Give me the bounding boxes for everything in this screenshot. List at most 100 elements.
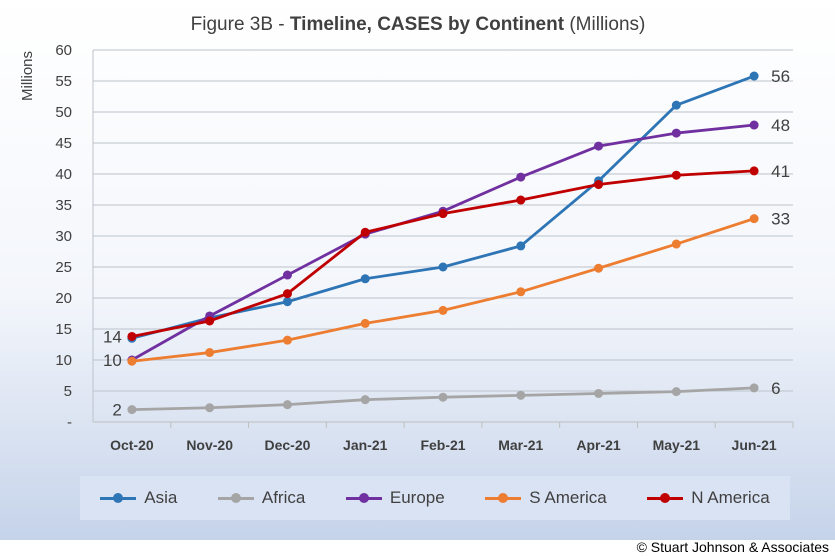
legend-marker [485, 493, 522, 503]
data-point-europe [516, 172, 526, 182]
legend-item-africa: Africa [217, 488, 306, 508]
data-point-n-america [671, 170, 681, 180]
y-tick-label: 55 [55, 73, 72, 90]
chart-title-prefix: Figure 3B - [191, 14, 290, 35]
data-point-n-america [127, 331, 137, 341]
gridlines [92, 49, 793, 423]
chart-area: Figure 3B - Timeline, CASES by Continent… [0, 0, 835, 540]
legend-label: Africa [261, 488, 306, 507]
series-line-s-america [131, 217, 755, 363]
data-point-n-america [205, 316, 215, 326]
data-point-asia [282, 297, 292, 307]
data-point-asia [516, 241, 526, 251]
legend-marker [100, 493, 137, 503]
data-point-n-america [749, 166, 759, 176]
data-point-asia [360, 274, 370, 284]
x-tick-label: Nov-20 [186, 437, 233, 453]
data-point-s-america [282, 335, 292, 345]
data-label: 6 [771, 379, 780, 398]
series-n-america [127, 166, 759, 341]
data-point-africa [282, 400, 292, 410]
data-point-s-america [749, 214, 759, 224]
data-point-s-america [594, 263, 604, 273]
x-tick-label: Feb-21 [420, 437, 465, 453]
y-tick-label: 20 [55, 290, 72, 307]
chart-title-suffix: (Millions) [564, 14, 645, 35]
data-point-n-america [360, 227, 370, 237]
data-label: 2 [112, 401, 121, 420]
data-point-s-america [671, 239, 681, 249]
series-europe [127, 120, 759, 365]
data-point-africa [438, 392, 448, 402]
x-tick-label: Dec-20 [264, 437, 310, 453]
chart-title: Figure 3B - Timeline, CASES by Continent… [191, 14, 646, 35]
data-point-africa [516, 390, 526, 400]
data-point-s-america [516, 287, 526, 297]
x-tick-label: Mar-21 [498, 437, 543, 453]
legend-marker [345, 493, 382, 503]
data-point-s-america [205, 348, 215, 358]
legend-marker [647, 493, 684, 503]
data-point-africa [671, 387, 681, 397]
legend-label: Asia [144, 488, 178, 507]
data-point-africa [360, 395, 370, 405]
y-tick-label: 50 [55, 104, 72, 121]
data-labels: 14 10 2 56 48 41 33 6 [103, 67, 790, 420]
data-label: 10 [103, 351, 122, 370]
y-axis-ticks: - 5 10 15 20 25 30 35 40 45 50 55 60 [55, 42, 72, 431]
data-point-n-america [516, 195, 526, 205]
x-tick-label: Jun-21 [732, 437, 777, 453]
series-africa [127, 383, 759, 415]
y-tick-label: 30 [55, 228, 72, 245]
legend-item-n-america: N America [647, 488, 770, 508]
legend-marker [217, 493, 254, 503]
series-layer [127, 71, 759, 415]
data-label: 48 [771, 116, 790, 135]
legend-label: N America [691, 488, 770, 507]
legend: Asia Africa Europe S America N America [80, 476, 790, 520]
x-tick-label: Jan-21 [343, 437, 388, 453]
copyright-notice: © Stuart Johnson & Associates [636, 539, 829, 555]
y-tick-label: 25 [55, 259, 72, 276]
y-tick-label: 45 [55, 135, 72, 152]
data-point-africa [749, 383, 759, 393]
x-tick-label: May-21 [653, 437, 701, 453]
data-label: 56 [771, 67, 790, 86]
y-tick-label: 10 [55, 352, 72, 369]
data-point-europe [671, 128, 681, 138]
series-line-europe [131, 123, 755, 362]
legend-item-asia: Asia [100, 488, 177, 508]
chart-title-main: Timeline, CASES by Continent [290, 14, 565, 35]
data-point-asia [749, 71, 759, 81]
y-tick-label: - [67, 414, 72, 431]
data-label: 41 [771, 162, 790, 181]
data-point-s-america [438, 305, 448, 315]
data-point-asia [671, 100, 681, 110]
x-tick-label: Oct-20 [110, 437, 154, 453]
y-tick-label: 60 [55, 42, 72, 59]
legend-item-europe: Europe [345, 488, 445, 508]
chart-plot: Figure 3B - Timeline, CASES by Continent… [19, 14, 794, 453]
series-s-america [127, 214, 759, 366]
data-point-africa [594, 388, 604, 398]
data-point-n-america [282, 289, 292, 299]
x-tick-label: Apr-21 [576, 437, 621, 453]
data-point-africa [127, 405, 137, 415]
data-point-n-america [594, 180, 604, 190]
data-point-s-america [360, 318, 370, 328]
x-axis-ticks: Oct-20 Nov-20 Dec-20 Jan-21 Feb-21 Mar-21 Apr-… [110, 422, 794, 453]
data-label: 33 [771, 210, 790, 229]
y-tick-label: 35 [55, 197, 72, 214]
data-point-europe [749, 120, 759, 130]
data-point-asia [438, 262, 448, 272]
data-label: 14 [103, 327, 122, 346]
data-point-europe [282, 270, 292, 280]
data-point-s-america [127, 356, 137, 366]
y-tick-label: 5 [64, 383, 72, 400]
legend-item-s-america: S America [485, 488, 607, 508]
data-point-africa [205, 403, 215, 413]
y-tick-label: 15 [55, 321, 72, 338]
data-point-n-america [438, 209, 448, 219]
legend-label: S America [529, 488, 607, 507]
data-point-europe [594, 141, 604, 151]
